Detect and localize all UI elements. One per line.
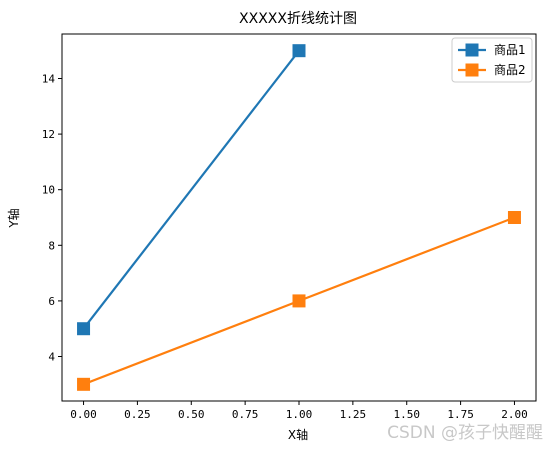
plot-area: 0.00 0.25 0.50 0.75 1.00 1.25 1.50 1.75 2.00 4 6 8 1… <box>42 33 537 421</box>
x-tick-label: 0.50 <box>178 408 205 421</box>
series-2-point <box>77 377 91 391</box>
legend-label: 商品2 <box>494 62 526 77</box>
x-tick-label: 1.00 <box>286 408 313 421</box>
x-tick-label: 1.75 <box>447 408 474 421</box>
legend-label: 商品1 <box>494 42 526 57</box>
y-tick-label: 14 <box>42 72 56 85</box>
series-1-point <box>77 322 91 336</box>
series-line-1 <box>82 50 300 330</box>
watermark-text: CSDN @孩子快醒醒 <box>387 423 543 443</box>
series-2-point <box>292 294 306 308</box>
y-tick-label: 10 <box>42 184 55 197</box>
x-axis-title: X轴 <box>288 427 308 442</box>
legend-swatch-marker <box>465 63 479 77</box>
x-tick-label: 2.00 <box>501 408 528 421</box>
series-1-point <box>292 44 306 58</box>
x-tick-label: 0.00 <box>70 408 97 421</box>
x-tick-label: 0.75 <box>232 408 259 421</box>
y-axis-title: Y轴 <box>6 208 21 228</box>
y-tick-label: 12 <box>42 128 55 141</box>
y-tick-label: 8 <box>48 239 55 252</box>
x-tick-label: 1.50 <box>393 408 420 421</box>
legend-swatch-marker <box>465 43 479 57</box>
chart-title: XXXXX折线统计图 <box>239 11 357 27</box>
x-tick-label: 0.25 <box>124 408 151 421</box>
x-tick-label: 1.25 <box>340 408 367 421</box>
series-2-point <box>507 211 521 224</box>
plot-frame <box>61 33 537 402</box>
y-tick-label: 4 <box>48 351 55 364</box>
y-tick-label: 6 <box>48 295 55 308</box>
